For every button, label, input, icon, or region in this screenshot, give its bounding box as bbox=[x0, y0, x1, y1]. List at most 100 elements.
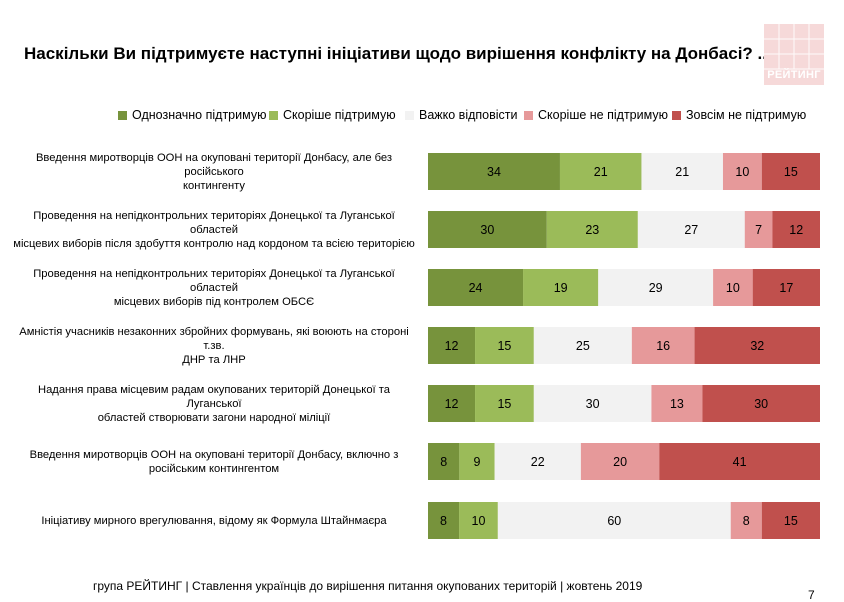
bar-segment-rather-not-support bbox=[651, 385, 703, 422]
data-label: 10 bbox=[726, 281, 740, 295]
data-label: 27 bbox=[684, 223, 698, 237]
data-label: 13 bbox=[670, 397, 684, 411]
bar-segment-rather-not-support bbox=[631, 327, 695, 364]
bar-segment-hard-to-say bbox=[494, 443, 581, 480]
bar-segment-rather-not-support bbox=[722, 153, 762, 190]
data-label: 21 bbox=[594, 165, 608, 179]
legend-item-definitely-support: Однозначно підтримую bbox=[118, 108, 266, 122]
bar-segment-rather-support bbox=[559, 153, 642, 190]
category-label-text: Надання права місцевим радам окупованих … bbox=[10, 383, 418, 425]
category-label-text: Амністія учасників незаконних збройних ф… bbox=[10, 325, 418, 367]
data-label: 21 bbox=[675, 165, 689, 179]
category-label: Проведення на непідконтрольних територія… bbox=[10, 267, 418, 308]
legend-item-rather-not-support: Скоріше не підтримую bbox=[524, 108, 668, 122]
bar-segment-definitely-not-support bbox=[752, 269, 820, 306]
bar-segment-hard-to-say bbox=[598, 269, 714, 306]
data-label: 15 bbox=[497, 397, 511, 411]
data-label: 34 bbox=[487, 165, 501, 179]
bar-segment-rather-support bbox=[459, 502, 498, 539]
data-label: 23 bbox=[585, 223, 599, 237]
bar-segment-definitely-support bbox=[428, 327, 476, 364]
legend-label: Важко відповісти bbox=[419, 108, 518, 122]
data-label: 15 bbox=[497, 339, 511, 353]
category-label-text: Введення миротворців ООН на окуповані те… bbox=[10, 151, 418, 193]
bar-segment-definitely-not-support bbox=[772, 211, 820, 248]
bar-segment-rather-not-support bbox=[713, 269, 753, 306]
category-label-text: Проведення на непідконтрольних територія… bbox=[10, 209, 418, 251]
data-label: 9 bbox=[474, 455, 481, 469]
category-label-line: Проведення на непідконтрольних територія… bbox=[33, 267, 395, 294]
data-label: 15 bbox=[784, 514, 798, 528]
legend-swatch bbox=[118, 110, 127, 120]
data-label: 20 bbox=[613, 455, 627, 469]
category-label-line: Ініціативу мирного врегулювання, відому … bbox=[41, 514, 387, 527]
data-label: 29 bbox=[649, 281, 663, 295]
data-label: 12 bbox=[445, 339, 459, 353]
bar-segment-rather-support bbox=[459, 443, 495, 480]
category-label-line: Надання права місцевим радам окупованих … bbox=[38, 383, 390, 410]
data-label: 22 bbox=[531, 455, 545, 469]
bar-segment-hard-to-say bbox=[637, 211, 745, 248]
bar-segment-definitely-not-support bbox=[659, 443, 820, 480]
category-label-text: Введення миротворців ООН на окуповані те… bbox=[30, 448, 399, 476]
data-label: 12 bbox=[445, 397, 459, 411]
bar-segment-rather-support bbox=[475, 327, 534, 364]
bar-segment-definitely-not-support bbox=[761, 502, 820, 539]
legend-swatch bbox=[672, 110, 681, 120]
bar-segment-rather-not-support bbox=[580, 443, 660, 480]
legend-swatch bbox=[524, 110, 533, 120]
bar-segment-definitely-support bbox=[428, 269, 524, 306]
legend-item-hard-to-say: Важко відповісти bbox=[405, 108, 518, 122]
bar-segment-definitely-support bbox=[428, 211, 547, 248]
category-label: Амністія учасників незаконних збройних ф… bbox=[10, 325, 418, 367]
category-label-line: ДНР та ЛНР bbox=[182, 353, 246, 366]
legend-label: Однозначно підтримую bbox=[132, 108, 267, 122]
bar-segment-rather-support bbox=[475, 385, 534, 422]
bar-segment-hard-to-say bbox=[533, 385, 652, 422]
category-label: Введення миротворців ООН на окуповані те… bbox=[10, 151, 418, 193]
bar-segment-rather-support bbox=[523, 269, 599, 306]
data-label: 30 bbox=[586, 397, 600, 411]
page-number: 7 bbox=[808, 588, 815, 602]
bar-segment-definitely-support bbox=[428, 443, 460, 480]
category-label-line: контингенту bbox=[182, 179, 246, 192]
bar-segment-rather-support bbox=[546, 211, 638, 248]
data-label: 19 bbox=[554, 281, 568, 295]
category-label-line: місцевих виборів під контролем ОБСЄ bbox=[113, 295, 315, 308]
data-label: 25 bbox=[576, 339, 590, 353]
bar-segment-definitely-not-support bbox=[694, 327, 820, 364]
data-label: 30 bbox=[480, 223, 494, 237]
bar-segment-hard-to-say bbox=[533, 327, 632, 364]
data-label: 17 bbox=[779, 281, 793, 295]
legend-item-rather-support: Скоріше підтримую bbox=[269, 108, 396, 122]
category-label-line: місцевих виборів після здобуття контролю… bbox=[13, 237, 415, 250]
bar-segment-hard-to-say bbox=[497, 502, 731, 539]
logo-text: РЕЙТИНГ bbox=[767, 69, 821, 81]
data-label: 8 bbox=[440, 455, 447, 469]
bar-segment-hard-to-say bbox=[641, 153, 723, 190]
rating-logo: РЕЙТИНГ bbox=[764, 24, 824, 85]
category-label-line: Амністія учасників незаконних збройних ф… bbox=[19, 325, 409, 352]
category-label-line: Введення миротворців ООН на окуповані те… bbox=[35, 151, 393, 178]
data-label: 24 bbox=[469, 281, 483, 295]
bar-segment-definitely-not-support bbox=[761, 153, 820, 190]
category-label-line: Проведення на непідконтрольних територія… bbox=[33, 209, 395, 236]
data-label: 32 bbox=[750, 339, 764, 353]
legend-label: Скоріше підтримую bbox=[283, 108, 396, 122]
bar-segment-definitely-not-support bbox=[702, 385, 820, 422]
legend-swatch bbox=[405, 110, 414, 120]
bar-segment-definitely-support bbox=[428, 385, 476, 422]
legend-label: Скоріше не підтримую bbox=[538, 108, 668, 122]
bar-segment-rather-not-support bbox=[744, 211, 773, 248]
chart-legend: Однозначно підтримую Скоріше підтримую В… bbox=[0, 108, 844, 124]
data-label: 60 bbox=[607, 514, 621, 528]
category-label: Надання права місцевим радам окупованих … bbox=[10, 383, 418, 425]
data-label: 10 bbox=[472, 514, 486, 528]
bar-segment-definitely-support bbox=[428, 502, 460, 539]
footer-text: група РЕЙТИНГ | Ставлення українців до в… bbox=[93, 579, 643, 593]
data-label: 7 bbox=[755, 223, 762, 237]
data-label: 41 bbox=[733, 455, 747, 469]
category-label-line: областей створювати загони народної мілі… bbox=[97, 411, 331, 424]
data-label: 30 bbox=[754, 397, 768, 411]
